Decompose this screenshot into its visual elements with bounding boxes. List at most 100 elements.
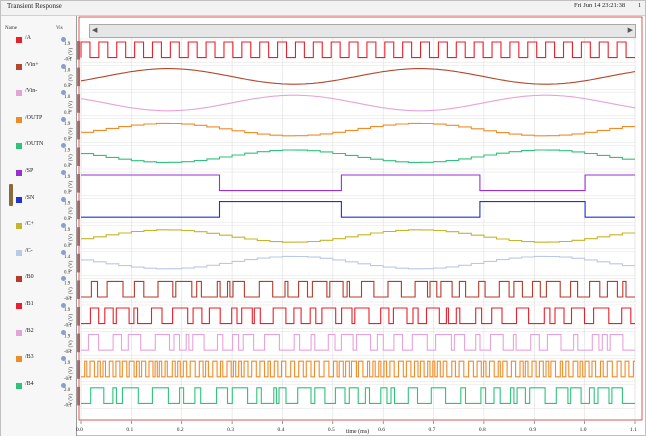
- x-tick-label: 1.0: [580, 427, 587, 433]
- visibility-icon[interactable]: [61, 303, 66, 308]
- signal-row-sn[interactable]: /SN: [1, 193, 76, 207]
- signal-row-b0[interactable]: /B0: [1, 272, 76, 286]
- waveform-b1: V (V)1.9 -0.1: [64, 304, 636, 329]
- y-axis-strip: [77, 67, 80, 87]
- y-max-label: 1.9: [64, 228, 71, 233]
- visibility-icon[interactable]: [61, 143, 66, 149]
- visibility-icon[interactable]: [61, 63, 66, 69]
- x-tick-label: 0.4: [277, 427, 284, 433]
- signal-row-a[interactable]: /A: [1, 33, 76, 47]
- signal-label: /SN: [25, 194, 35, 201]
- selection-marker: [9, 184, 13, 206]
- waveform-trace: [81, 201, 635, 218]
- y-min-label: -0.1: [64, 58, 72, 63]
- y-axis-strip: [77, 147, 80, 166]
- visibility-icon[interactable]: [61, 37, 66, 42]
- y-axis-unit: V (V): [69, 74, 74, 86]
- waveform-b2: V (V)1.9 -0.1: [64, 331, 636, 356]
- signal-row-b1[interactable]: /B1: [1, 299, 76, 313]
- visibility-icon[interactable]: [61, 276, 66, 282]
- signal-row-outn[interactable]: /OUTN: [1, 139, 76, 153]
- x-axis-title: time (ms): [346, 429, 370, 435]
- color-swatch: [16, 90, 22, 97]
- x-tick-label: 0.2: [177, 427, 184, 433]
- y-max-label: 1.0: [64, 95, 71, 100]
- window-title: Transient Response: [7, 2, 62, 10]
- waveform-sn: V (V)1.9 0.1: [64, 198, 636, 223]
- waveform-trace: [81, 387, 635, 404]
- visibility-icon[interactable]: [61, 170, 66, 175]
- y-axis-unit: V (V): [69, 181, 74, 193]
- color-swatch: [16, 303, 22, 309]
- time-scrollbar[interactable]: ◀ ▶: [89, 24, 636, 38]
- waveform-trace: [81, 174, 635, 192]
- visibility-icon[interactable]: [61, 116, 66, 122]
- waveform-trace: [80, 255, 635, 270]
- lane-frame: [80, 198, 636, 223]
- y-min-label: 0.1: [64, 191, 71, 196]
- y-axis-unit: V (V): [69, 367, 74, 379]
- lane-frame: [80, 357, 636, 383]
- waveform-trace: [80, 94, 636, 112]
- color-swatch: [16, 143, 22, 150]
- signal-row-outp[interactable]: /OUTP: [1, 113, 76, 127]
- visibility-icon[interactable]: [61, 329, 66, 335]
- scroll-right-icon[interactable]: ▶: [627, 26, 633, 34]
- y-axis-unit: V (V): [69, 48, 74, 60]
- y-axis-strip: [77, 307, 80, 326]
- y-axis-strip: [77, 120, 80, 140]
- signal-label: /C-: [25, 247, 33, 254]
- signal-list-panel: Name Vis /A/Vin+ /Vin- /OUTP/OUTN/SP/SN/C+…: [1, 16, 77, 436]
- signal-row-b3[interactable]: /B3: [1, 352, 76, 366]
- signal-row-sp[interactable]: /SP: [1, 166, 76, 180]
- y-max-label: 1.9: [64, 148, 71, 153]
- y-min-label: -0.1: [64, 377, 72, 382]
- vis-column-header: Vis: [56, 26, 63, 31]
- color-swatch: [16, 356, 22, 363]
- waveform-trace: [81, 334, 635, 351]
- y-max-label: 1.4: [64, 255, 71, 260]
- signal-row-b2[interactable]: /B2: [1, 326, 76, 340]
- visibility-icon[interactable]: [61, 356, 66, 362]
- visibility-icon[interactable]: [61, 196, 66, 202]
- signal-row-vin[interactable]: /Vin+: [1, 60, 76, 74]
- visibility-icon[interactable]: [61, 223, 66, 229]
- signal-row-vin[interactable]: /Vin-: [1, 86, 76, 100]
- y-min-label: 0.1: [64, 217, 71, 222]
- y-axis-strip: [77, 386, 80, 406]
- waveform-b4: V (V)2.0 -0.1: [64, 384, 636, 409]
- plot-border: [78, 16, 643, 421]
- signal-label: /B3: [25, 354, 34, 361]
- color-swatch: [16, 249, 22, 256]
- visibility-icon[interactable]: [61, 249, 66, 255]
- color-swatch: [16, 329, 22, 336]
- y-max-label: 1.9: [64, 122, 71, 127]
- lane-frame: [80, 65, 636, 90]
- y-axis-strip: [77, 41, 80, 60]
- x-tick-label: 0.0: [76, 427, 83, 433]
- signal-row-b4[interactable]: /B4: [1, 379, 76, 393]
- waveform-trace: [81, 280, 635, 298]
- signal-label: /SP: [25, 168, 34, 174]
- waveform-sp: V (V)1.9 0.1: [64, 171, 636, 196]
- y-axis-strip: [77, 360, 80, 379]
- signal-label: /C+: [25, 221, 35, 228]
- visibility-icon[interactable]: [61, 90, 66, 96]
- x-tick-label: 0.6: [378, 427, 385, 433]
- y-min-label: 0.1: [64, 84, 71, 89]
- scroll-left-icon[interactable]: ◀: [92, 26, 98, 34]
- x-tick-label: 0.7: [429, 427, 436, 433]
- waveform-vin: V (V)1.0 0.1: [64, 65, 636, 90]
- waveform-outn: V (V)1.9 0.1: [64, 145, 636, 170]
- visibility-icon[interactable]: [61, 382, 66, 388]
- color-swatch: [16, 170, 22, 176]
- signal-label: /B1: [25, 301, 34, 307]
- y-axis-unit: V (V): [69, 101, 74, 113]
- waveform-c: V (V)1.4 0.1: [64, 251, 636, 276]
- lane-frame: [80, 304, 636, 329]
- lane-frame: [80, 171, 636, 196]
- signal-row-c[interactable]: /C+: [1, 219, 76, 233]
- y-min-label: 0.1: [64, 164, 71, 169]
- signal-row-c[interactable]: /C-: [1, 246, 76, 260]
